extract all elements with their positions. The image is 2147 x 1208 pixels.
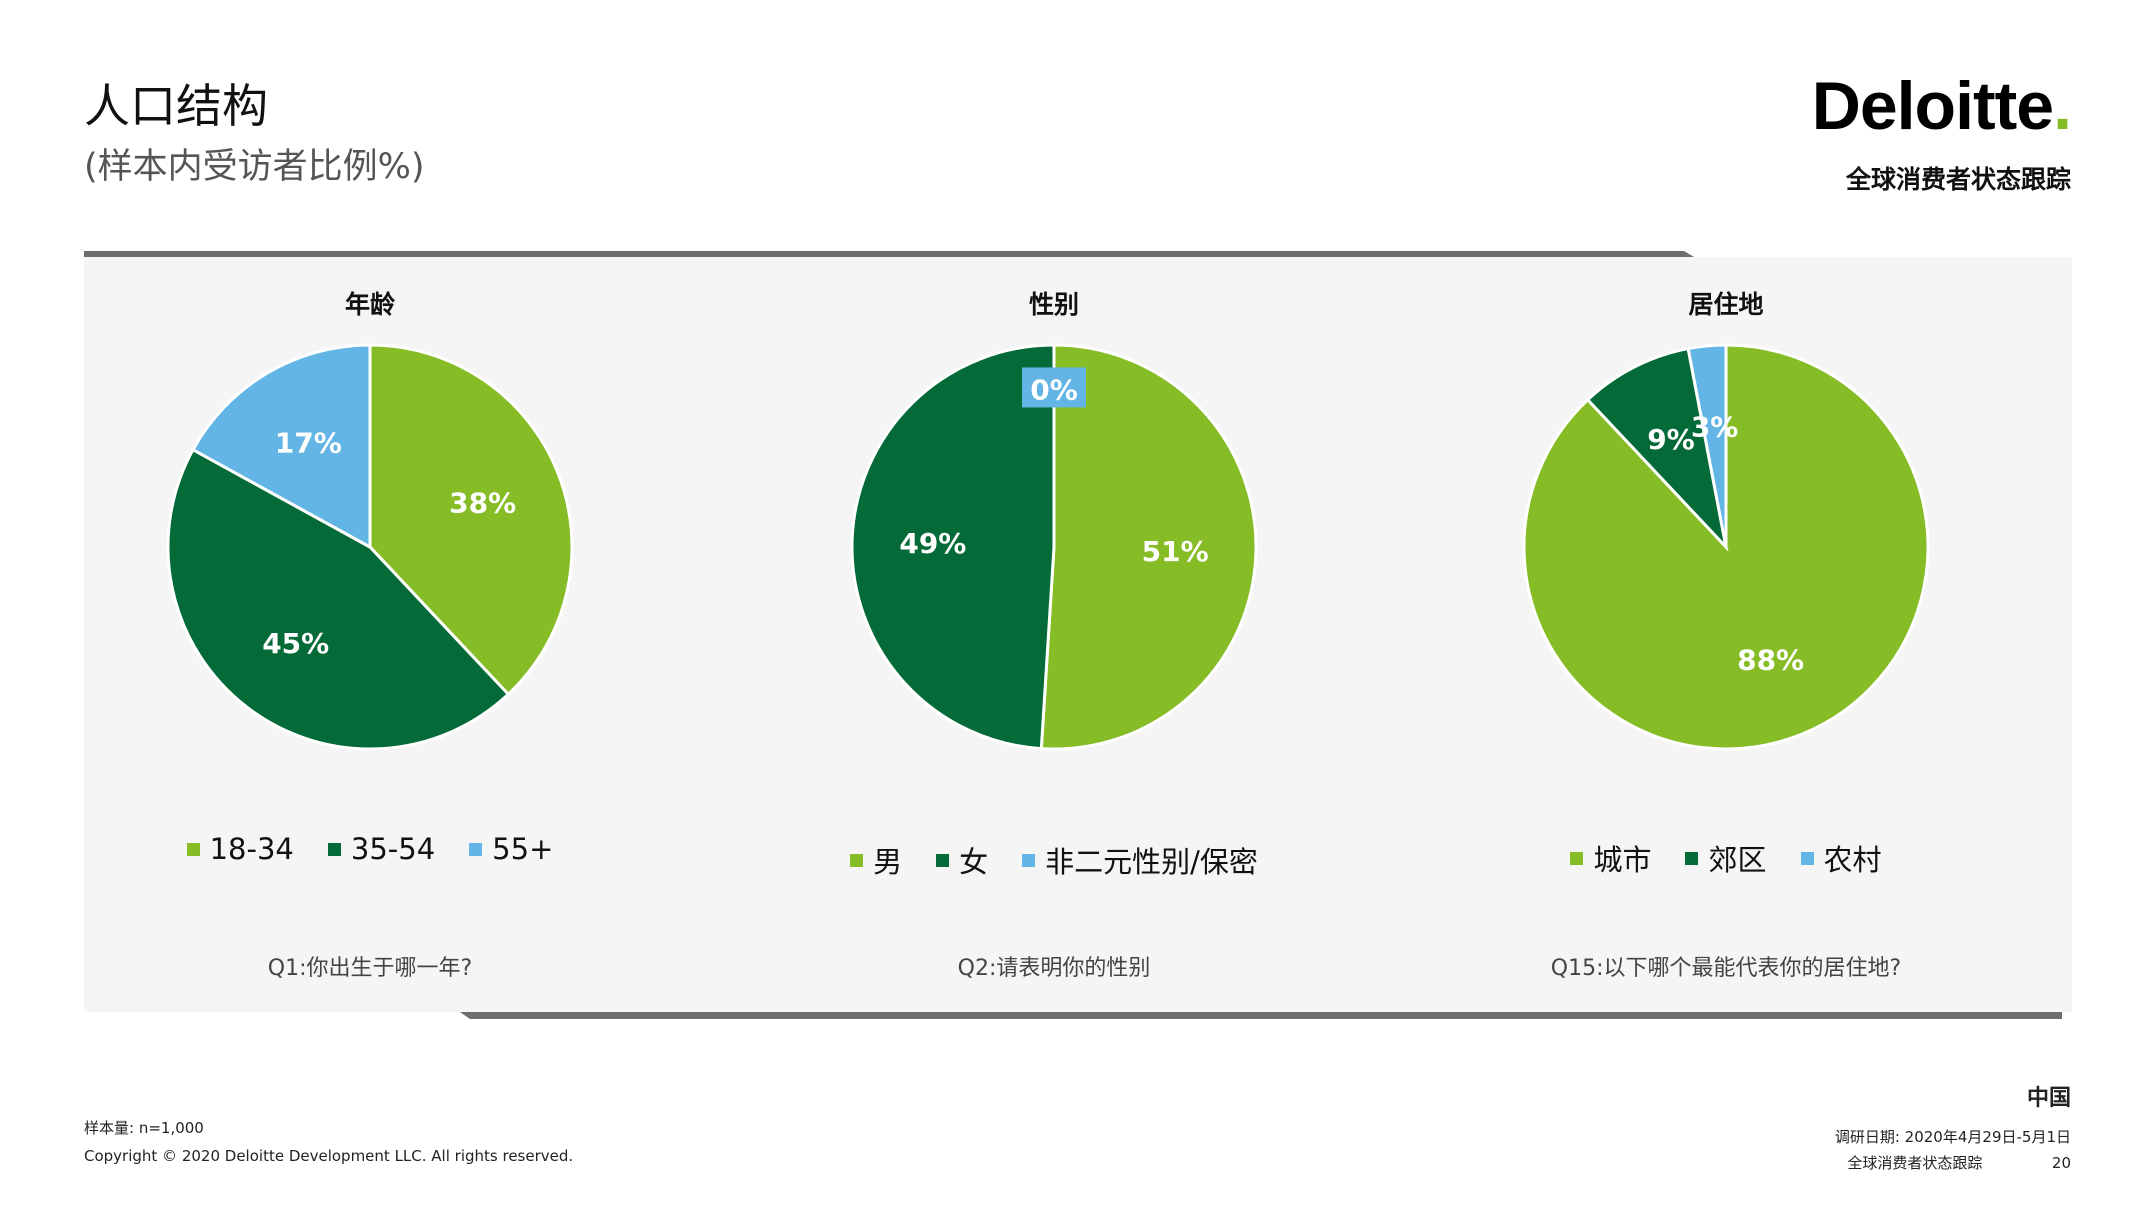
page-subtitle: (样本内受访者比例%)	[84, 147, 425, 187]
pie-slice-1	[368, 343, 574, 697]
gender-pie: 51% 49% 0%	[850, 343, 1258, 751]
legend-swatch	[1570, 851, 1584, 865]
brand: Deloitte. 全球消费者状态跟踪	[1811, 68, 2072, 196]
pie-slice-2	[166, 447, 511, 751]
data-label: 45%	[262, 627, 329, 660]
data-label: 49%	[899, 527, 966, 560]
legend-swatch	[1800, 851, 1814, 865]
deloitte-logo: Deloitte.	[1811, 68, 2072, 144]
legend-label: 农村	[1823, 843, 1882, 877]
footer-right: 中国 调研日期: 2020年4月29日-5月1日 全球消费者状态跟踪 20	[1835, 1080, 2071, 1176]
data-label-bg	[1022, 367, 1086, 408]
survey-question: Q1:你出生于哪一年?	[267, 956, 473, 981]
legend-label: 城市	[1593, 843, 1652, 877]
legend-label: 35-54	[350, 832, 436, 866]
legend-label: 55+	[492, 832, 554, 866]
legend-swatch	[850, 853, 864, 867]
copyright: Copyright © 2020 Deloitte Development LL…	[84, 1147, 574, 1165]
data-label: 51%	[1142, 535, 1209, 568]
footer-tracker: 全球消费者状态跟踪	[1847, 1154, 1983, 1172]
data-label: 38%	[449, 486, 516, 519]
legend-swatch	[1022, 853, 1036, 867]
legend-label: 18-34	[209, 832, 294, 866]
legend-label: 郊区	[1708, 843, 1767, 877]
pie-slice-1	[1039, 343, 1258, 751]
legend-swatch	[1685, 851, 1699, 865]
legend-item: 非二元性别/保密	[1022, 839, 1258, 881]
page-number: 20	[2051, 1154, 2071, 1172]
data-label: 17%	[275, 427, 342, 460]
country-label: 中国	[2026, 1086, 2071, 1111]
legend-label: 女	[959, 845, 989, 879]
legend-label: 男	[873, 845, 903, 879]
pie-slice-3	[190, 343, 372, 550]
legend-item: 35-54	[327, 832, 436, 866]
legend-item: 女	[936, 839, 988, 881]
pie-slice-2	[850, 343, 1056, 751]
gender-chart: 性别 51% 49% 0% 男 女 非二元性别/保密 Q2:请表明你的性别	[724, 257, 1384, 1012]
data-label: 0%	[1030, 373, 1078, 406]
residence-chart: 居住地 88% 9% 3% 城市 郊区 农村 Q15:以下哪个最能代表你的居住地?	[1396, 257, 2056, 1012]
legend-item: 城市	[1570, 837, 1651, 879]
legend-item: 郊区	[1685, 837, 1767, 879]
tracker-name: 全球消费者状态跟踪	[1845, 165, 2071, 194]
pie-slice-3	[1686, 343, 1728, 548]
survey-question: Q2:请表明你的性别	[957, 956, 1151, 981]
data-label: 9%	[1647, 423, 1695, 456]
footer-tracker-line: 全球消费者状态跟踪 20	[1835, 1150, 2071, 1176]
legend-swatch	[186, 842, 200, 856]
sample-size: 样本量: n=1,000	[84, 1119, 204, 1137]
legend-swatch	[327, 842, 341, 856]
survey-date: 调研日期: 2020年4月29日-5月1日	[1834, 1128, 2071, 1146]
legend-item: 18-34	[186, 832, 294, 866]
survey-question: Q15:以下哪个最能代表你的居住地?	[1550, 956, 1902, 981]
legend-swatch	[469, 842, 483, 856]
data-label: 88%	[1737, 644, 1804, 677]
footer-left: 样本量: n=1,000 Copyright © 2020 Deloitte D…	[84, 1114, 573, 1170]
chart-legend: 城市 郊区 农村	[1396, 837, 2056, 879]
pie-slice-2	[1585, 346, 1729, 552]
legend-swatch	[936, 853, 950, 867]
legend-label: 非二元性别/保密	[1045, 845, 1258, 879]
age-chart: 年龄 38% 45% 17% 18-34 35-54 55+ Q1:你出生于哪一年?	[40, 257, 700, 1012]
chart-title: 年龄	[344, 290, 395, 319]
legend-item: 55+	[469, 832, 553, 866]
bottom-divider	[460, 1012, 2062, 1019]
legend-item: 男	[850, 839, 902, 881]
chart-legend: 男 女 非二元性别/保密	[724, 839, 1384, 881]
chart-title: 性别	[1028, 290, 1079, 319]
residence-pie: 88% 9%3%	[1522, 343, 1930, 751]
top-divider	[84, 251, 1694, 257]
chart-title: 居住地	[1688, 290, 1764, 319]
data-label: 3%	[1691, 410, 1739, 443]
chart-legend: 18-34 35-54 55+	[40, 832, 700, 866]
page-title: 人口结构	[84, 79, 268, 133]
age-pie: 38% 45% 17%	[166, 343, 574, 751]
legend-item: 农村	[1800, 837, 1882, 879]
